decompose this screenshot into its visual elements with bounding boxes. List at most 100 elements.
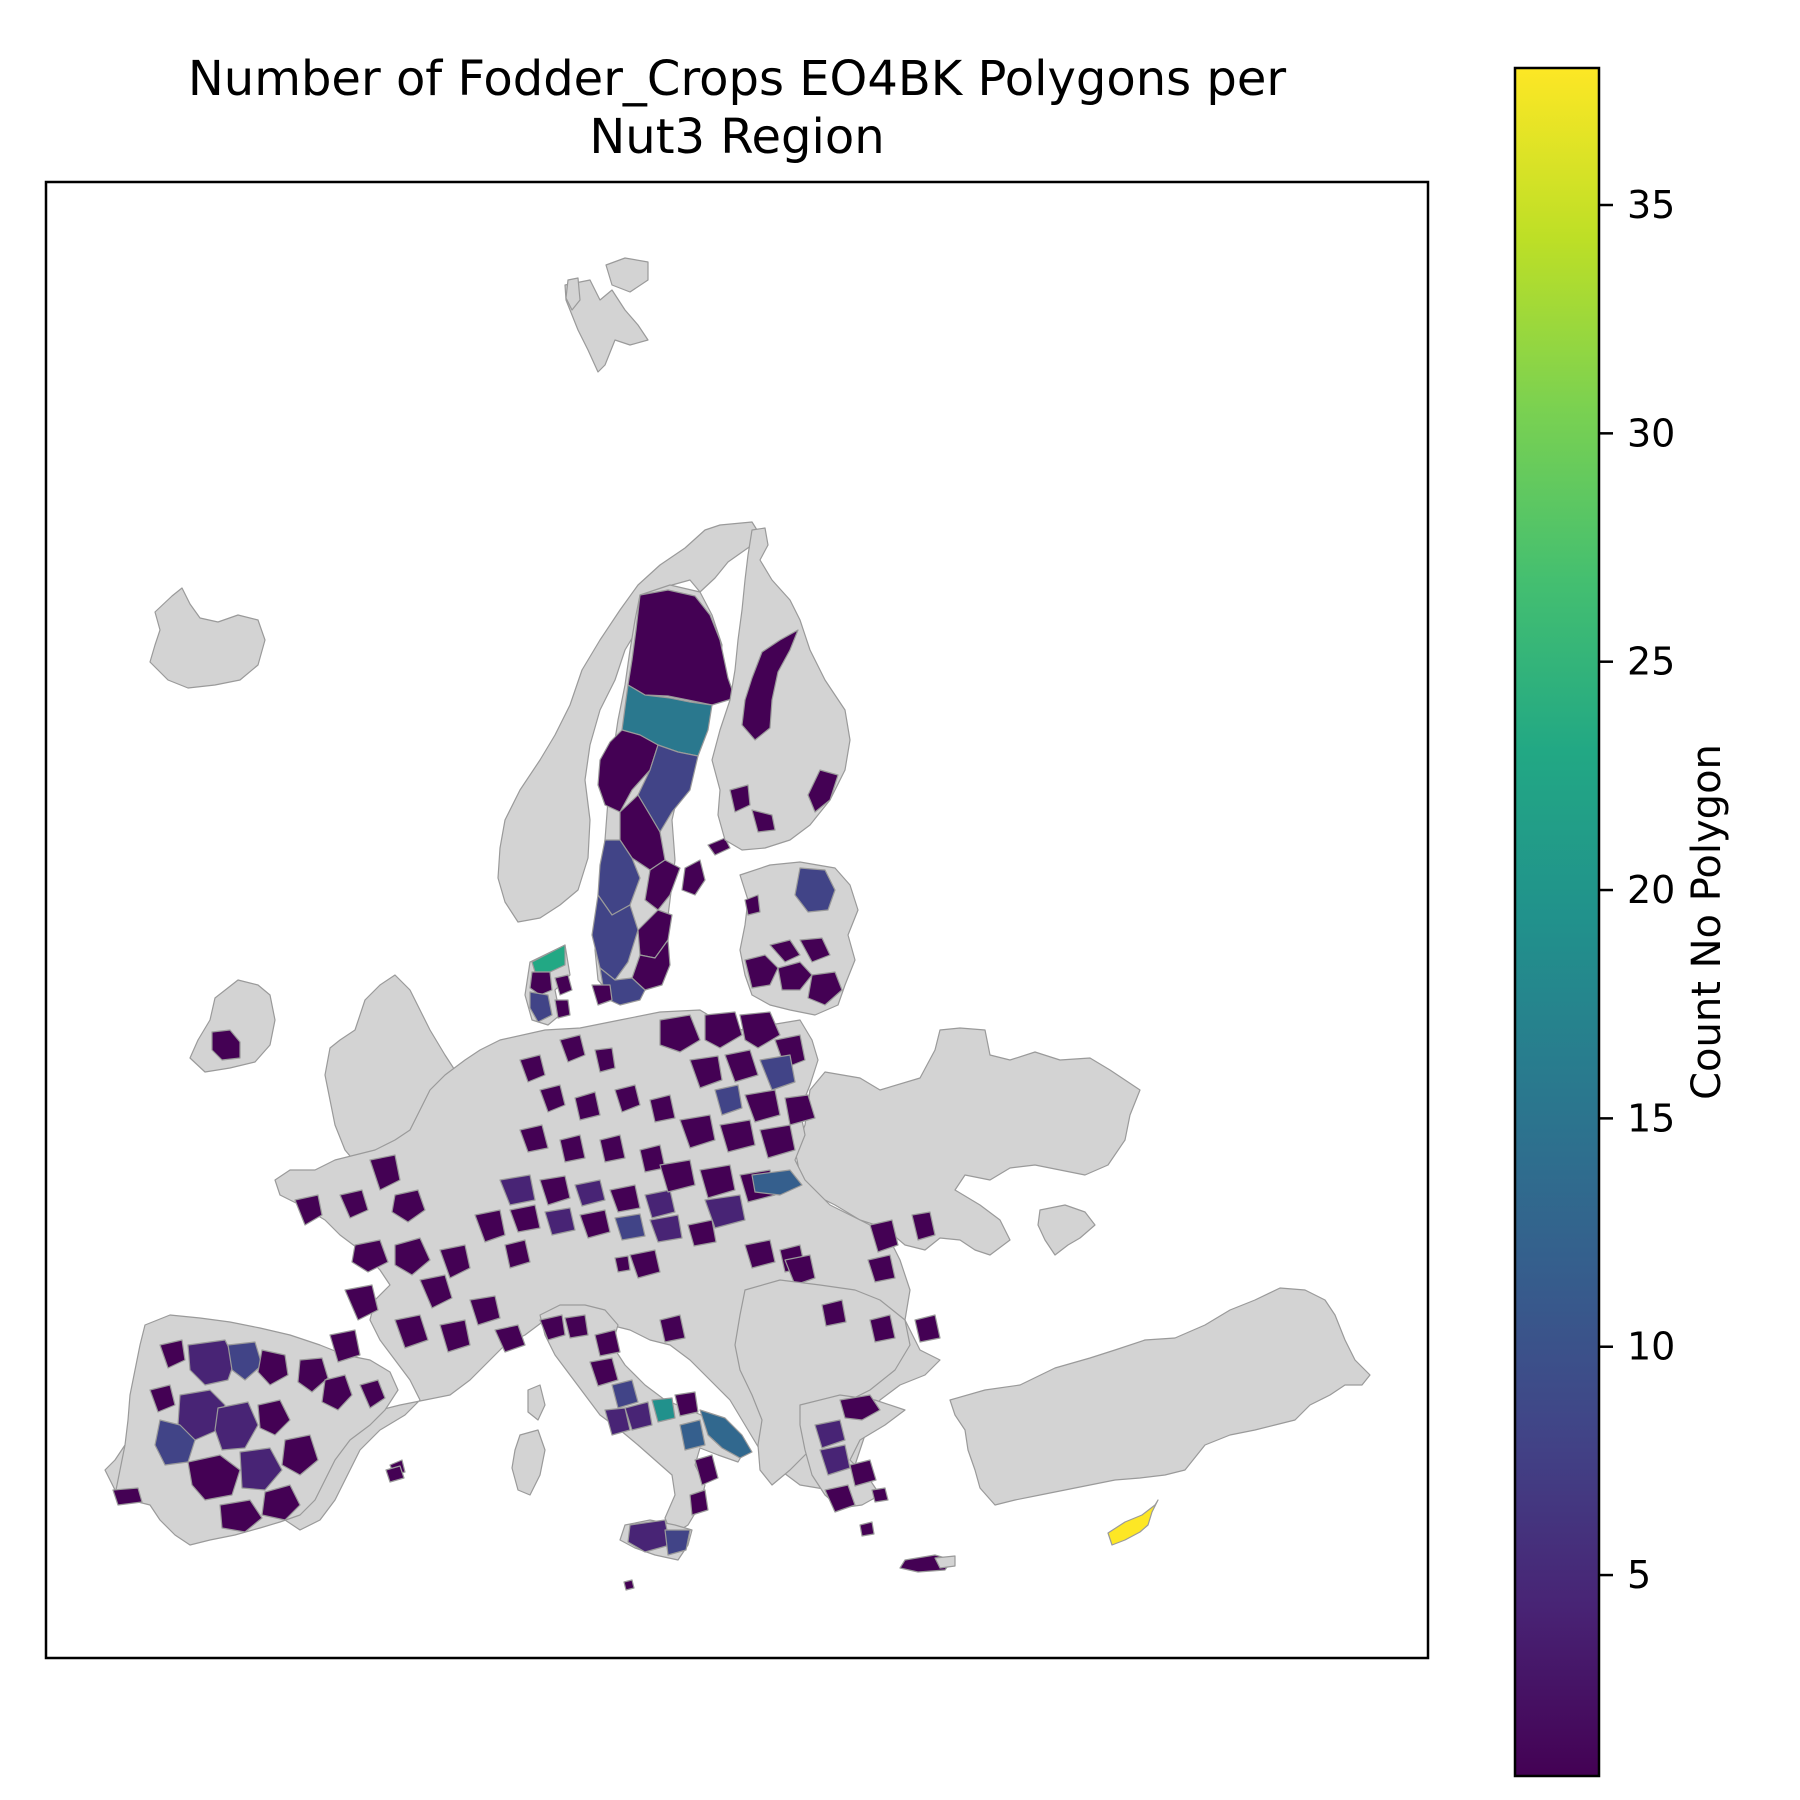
region-poland-east <box>751 1169 803 1196</box>
region-italy-north-b <box>564 1314 589 1339</box>
land-svalbard <box>564 279 649 373</box>
region-romania-c <box>867 1254 896 1283</box>
region-france-south-f <box>494 1324 526 1353</box>
region-serbia <box>821 1299 847 1327</box>
region-romania-b <box>911 1211 936 1241</box>
region-germany-a <box>519 1054 546 1083</box>
colorbar-label: Count No Polygon <box>1684 744 1730 1100</box>
region-poland-i <box>744 1089 781 1123</box>
land-crimea <box>1037 1204 1096 1256</box>
region-poland-e <box>724 1049 759 1083</box>
region-germany-h <box>519 1124 549 1153</box>
region-balearic <box>385 1465 405 1483</box>
region-poland-g <box>689 1055 723 1089</box>
region-poland-b <box>704 1011 743 1049</box>
region-sicily-a <box>627 1519 671 1553</box>
region-germany-n <box>574 1179 606 1207</box>
map-axes-frame <box>44 180 1430 1660</box>
region-zealand <box>591 984 613 1006</box>
region-germany-i <box>559 1134 586 1163</box>
region-peloponnese <box>824 1484 856 1513</box>
region-germany-r <box>544 1207 576 1236</box>
colorbar-tick-label: 30 <box>1627 411 1675 455</box>
chart-title-line-1: Number of Fodder_Crops EO4BK Polygons pe… <box>188 51 1287 107</box>
colorbar-gradient <box>1513 66 1601 1778</box>
region-germany-e <box>574 1091 601 1121</box>
land-finland <box>711 527 851 851</box>
region-italy-north-a <box>539 1314 566 1341</box>
land-turkey <box>949 1287 1371 1506</box>
region-aragon-b <box>321 1374 353 1411</box>
region-andalusia-a <box>187 1454 241 1501</box>
region-estonia <box>794 867 836 913</box>
region-germany-l <box>499 1174 536 1206</box>
region-denmark-east-b <box>554 999 571 1019</box>
region-bulgaria-b <box>914 1314 941 1343</box>
region-hungary-a <box>744 1239 776 1269</box>
region-poland-l <box>719 1119 756 1153</box>
region-greece-center-a <box>819 1444 851 1476</box>
region-bulgaria-a <box>869 1314 896 1343</box>
region-poland-h <box>714 1084 743 1116</box>
region-france-center-c <box>394 1237 431 1276</box>
region-france-west-a <box>294 1194 323 1226</box>
region-germany-g <box>649 1094 676 1123</box>
region-oland <box>707 837 731 856</box>
region-basilicata <box>679 1419 706 1451</box>
region-north-jutland <box>531 944 566 973</box>
region-lithuania-a <box>769 939 801 963</box>
region-lithuania-b <box>799 937 831 963</box>
region-greece-north-b <box>814 1419 846 1449</box>
region-uppsala <box>644 859 681 911</box>
region-poland-c <box>739 1011 781 1049</box>
region-castilla-leon-b <box>227 1341 263 1381</box>
colorbar-tick-label: 15 <box>1627 1096 1675 1140</box>
region-poland-j <box>784 1094 816 1126</box>
region-south-jutland <box>529 991 553 1023</box>
region-latvia-c <box>807 971 843 1006</box>
region-germany-s <box>579 1209 611 1239</box>
region-france-nw <box>369 1154 401 1191</box>
region-molise <box>674 1391 699 1417</box>
colorbar-tick-label: 5 <box>1627 1553 1651 1597</box>
region-germany-f <box>614 1084 641 1113</box>
region-poland-m <box>759 1124 796 1159</box>
region-ireland-midlands <box>211 1029 241 1061</box>
region-poland-o <box>699 1164 736 1199</box>
region-france-south-b <box>394 1314 429 1349</box>
land-ireland <box>189 979 276 1073</box>
region-romania-a <box>869 1219 899 1253</box>
region-poland-n <box>659 1159 696 1193</box>
land-norway <box>497 521 763 923</box>
region-finland-west <box>729 784 751 813</box>
region-sicily-b <box>664 1529 691 1556</box>
colorbar-tick-label: 10 <box>1627 1325 1675 1369</box>
land-svalbard-west <box>565 277 581 311</box>
region-germany-j <box>599 1134 626 1163</box>
region-italy-center-a <box>589 1357 619 1387</box>
region-portugal-north <box>149 1384 176 1413</box>
region-germany-p <box>644 1189 676 1219</box>
region-aegean-b <box>859 1521 875 1537</box>
region-germany-b <box>559 1034 586 1063</box>
region-calabria-a <box>694 1454 719 1486</box>
region-france-south-a <box>344 1284 379 1321</box>
region-germany-o <box>609 1184 641 1213</box>
region-aragon-a <box>297 1357 329 1393</box>
region-latvia-a <box>744 954 779 989</box>
region-italy-center-c <box>624 1401 653 1431</box>
region-malta <box>623 1579 635 1591</box>
region-italy-north-c <box>594 1329 621 1357</box>
region-aegean-a <box>871 1487 889 1503</box>
region-germany-d <box>539 1084 566 1113</box>
region-finland-east <box>807 769 839 813</box>
region-catalonia <box>359 1379 386 1409</box>
colorbar-tick-label: 25 <box>1627 640 1675 684</box>
land-sardinia <box>511 1429 546 1496</box>
region-denmark-east-a <box>554 974 573 996</box>
colorbar-tick-label: 20 <box>1627 868 1675 912</box>
region-puglia <box>699 1409 753 1459</box>
region-portugal-south <box>112 1487 143 1506</box>
colorbar-ticks: 5 10 15 20 25 30 35 <box>1599 183 1675 1597</box>
map-area <box>104 257 1371 1591</box>
